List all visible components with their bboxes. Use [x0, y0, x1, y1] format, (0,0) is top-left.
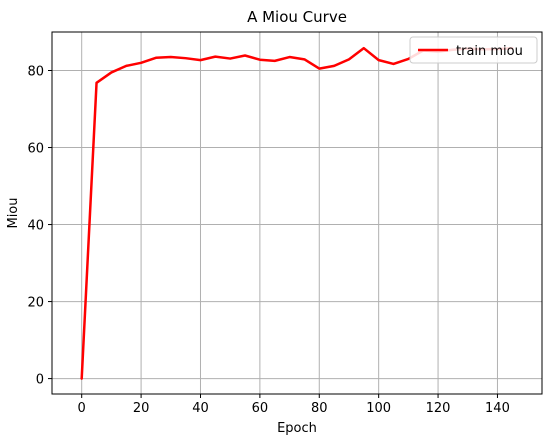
x-tick-label: 120 — [426, 401, 451, 416]
legend-label-train-miou: train miou — [456, 44, 523, 59]
legend-box — [409, 36, 538, 64]
x-tick-label: 60 — [252, 401, 269, 416]
axis-ticks: 0 20 40 60 80 100 120 140 0 20 40 60 80 — [27, 65, 509, 416]
x-tick-label: 80 — [311, 401, 328, 416]
y-tick-label: 60 — [27, 142, 44, 157]
x-tick-label: 140 — [485, 401, 510, 416]
series-lines — [80, 46, 514, 380]
x-tick-label: 40 — [192, 401, 209, 416]
plot-area-frame — [51, 31, 543, 395]
series-line-0 — [80, 46, 514, 380]
y-tick-label: 40 — [27, 219, 44, 234]
chart-title: A Miou Curve — [247, 8, 347, 26]
y-axis-label: Miou — [6, 197, 21, 228]
y-tick-label: 0 — [36, 373, 44, 388]
x-tick-label: 0 — [78, 401, 86, 416]
legend: train miou — [409, 36, 538, 64]
y-tick-label: 80 — [27, 65, 44, 80]
y-tick-label: 20 — [27, 296, 44, 311]
grid-lines — [52, 32, 542, 394]
x-tick-label: 100 — [366, 401, 391, 416]
x-axis-label: Epoch — [277, 421, 317, 436]
x-tick-label: 20 — [133, 401, 150, 416]
